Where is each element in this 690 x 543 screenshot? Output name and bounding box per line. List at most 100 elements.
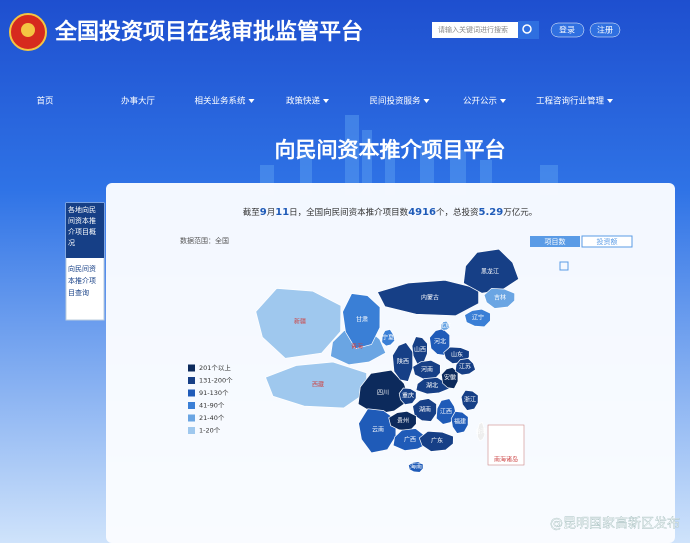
province[interactable] xyxy=(342,293,381,350)
province[interactable] xyxy=(460,389,479,411)
province-label: 吉林 xyxy=(494,294,506,302)
dropdown-arrow xyxy=(500,99,506,103)
province[interactable] xyxy=(376,279,479,317)
tab[interactable] xyxy=(581,235,633,248)
province-label: 山东 xyxy=(451,351,463,359)
search-button[interactable] xyxy=(518,21,539,39)
province-label: 湖南 xyxy=(419,406,431,414)
province-label: 台湾 xyxy=(475,428,487,436)
legend-label: 201个以上 xyxy=(199,363,231,372)
province-label: 内蒙古 xyxy=(421,294,439,302)
site-title: 全国投资项目在线审批监管平台 xyxy=(54,19,363,45)
nav-item[interactable]: 政策快递 xyxy=(286,96,321,107)
province-label: 新疆 xyxy=(294,318,306,326)
province[interactable] xyxy=(392,342,414,382)
province-label: 安徽 xyxy=(444,374,456,382)
nav-item[interactable]: 办事大厅 xyxy=(121,96,156,107)
legend-label: 1-20个 xyxy=(199,427,221,435)
province-label: 广东 xyxy=(431,437,443,445)
province-label: 浙江 xyxy=(464,396,476,404)
province-label: 河北 xyxy=(434,338,446,346)
province-label: 黑龙江 xyxy=(481,268,499,276)
legend-swatch xyxy=(188,414,195,422)
sidebar-item-0[interactable]: 各地向民间资本推介项目概况 xyxy=(68,205,102,257)
province[interactable] xyxy=(429,328,451,356)
province[interactable] xyxy=(477,421,486,442)
legend-label: 91-130个 xyxy=(199,389,229,397)
legend-label: 131-200个 xyxy=(199,377,233,385)
province[interactable] xyxy=(392,428,429,451)
province[interactable] xyxy=(464,308,491,328)
legend-swatch xyxy=(188,402,195,409)
province-label: 辽宁 xyxy=(472,314,484,322)
south-sea-box xyxy=(487,424,525,466)
legend-swatch xyxy=(188,377,195,384)
province[interactable] xyxy=(381,329,396,347)
nav-item[interactable]: 首页 xyxy=(36,96,53,107)
stats-part: 4916 xyxy=(408,207,436,218)
province-label: 江苏 xyxy=(459,363,471,371)
stats-part: 11 xyxy=(275,207,289,218)
province[interactable] xyxy=(265,361,367,409)
nav-item[interactable]: 民间投资服务 xyxy=(369,96,421,107)
province-label: 广西 xyxy=(404,436,416,444)
province-label: 西藏 xyxy=(312,381,324,389)
stats-line: 截至9月11日，全国向民间资本推介项目数4916个，总投资5.29万亿元。 xyxy=(243,207,538,219)
nav-item[interactable]: 工程咨询行业管理 xyxy=(536,96,605,107)
province-label: 湖北 xyxy=(426,382,438,390)
province-label: 海南 xyxy=(410,463,422,471)
province-label: 甘肃 xyxy=(356,316,368,324)
tab-label: 项目数 xyxy=(545,237,566,246)
login-button[interactable] xyxy=(550,22,585,38)
province-label: 北京 xyxy=(439,322,451,330)
sidebar-item-1[interactable]: 向民间资本推介项目查询 xyxy=(68,263,102,318)
province-label: 山西 xyxy=(414,346,426,354)
register-button[interactable] xyxy=(589,22,621,38)
stats-part: 万亿元。 xyxy=(503,207,537,218)
province-label: 云南 xyxy=(372,426,384,434)
sidebar-active[interactable] xyxy=(66,203,104,258)
sidebar-text: 向民间资本推介项目查询 xyxy=(68,265,96,297)
province[interactable] xyxy=(412,398,437,422)
province[interactable] xyxy=(407,461,424,473)
province[interactable] xyxy=(440,320,451,331)
province-label: 河南 xyxy=(421,366,433,374)
dropdown-arrow xyxy=(248,99,255,103)
register-text: 注册 xyxy=(597,25,613,35)
legend-label: 41-90个 xyxy=(199,402,225,410)
dropdown-arrow xyxy=(607,99,613,103)
stats-part: 个，总投资 xyxy=(436,207,479,218)
province-label: 贵州 xyxy=(397,417,409,425)
stats-part: 9 xyxy=(260,207,267,218)
dropdown-arrow xyxy=(323,99,329,103)
province[interactable] xyxy=(483,287,516,309)
tab-label: 投资额 xyxy=(597,237,618,246)
stats-part: 月 xyxy=(267,208,276,218)
province[interactable] xyxy=(454,358,476,376)
nav-item[interactable]: 相关业务系统 xyxy=(194,96,246,107)
province[interactable] xyxy=(418,430,454,452)
content-panel xyxy=(106,183,675,543)
banner-title: 向民间资本推介项目平台 xyxy=(275,138,506,162)
tab-active[interactable] xyxy=(530,236,580,247)
province[interactable] xyxy=(450,411,469,434)
south-sea-label: 南海诸岛 xyxy=(494,456,518,464)
province-label: 福建 xyxy=(454,418,466,426)
province-label: 四川 xyxy=(377,390,389,397)
province-label: 青海 xyxy=(351,343,363,351)
nav-item[interactable]: 公开公示 xyxy=(463,97,497,107)
province[interactable] xyxy=(255,288,342,359)
data-scope: 数据范围：全国 xyxy=(180,236,229,245)
stats-part: 日，全国向民间资本推介项目数 xyxy=(289,207,409,218)
save-icon[interactable] xyxy=(559,261,569,271)
stats-part: 5.29 xyxy=(479,207,504,218)
search-box[interactable] xyxy=(432,22,518,38)
province[interactable] xyxy=(398,387,417,405)
search-placeholder: 请输入关键词进行搜索 xyxy=(438,25,508,34)
province-label: 江西 xyxy=(440,409,452,416)
legend-swatch xyxy=(188,427,195,434)
province-label: 宁夏 xyxy=(382,334,394,342)
sidebar-text: 各地向民间资本推介项目概况 xyxy=(68,206,96,247)
